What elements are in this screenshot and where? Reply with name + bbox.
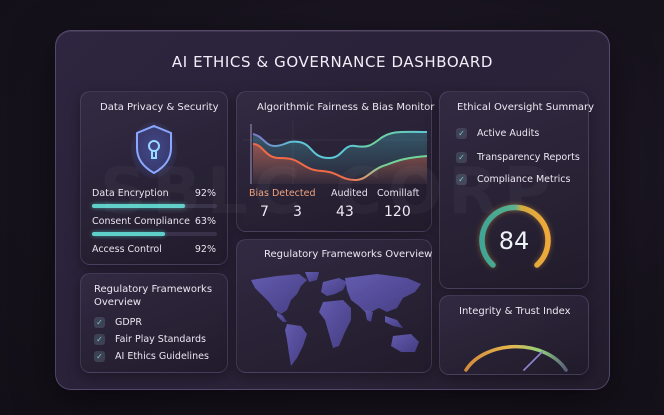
check-icon: ✓: [94, 334, 105, 345]
compliance-score: 84: [498, 227, 530, 255]
oversight-item-active-audits[interactable]: ✓ Active Audits: [456, 128, 539, 139]
card-title: Algorithmic Fairness & Bias Monitor: [257, 102, 435, 113]
item-label: GDPR: [115, 317, 143, 328]
stat-label-comillaft: Comillaft: [377, 188, 420, 199]
item-label: Compliance Metrics: [477, 174, 571, 185]
algorithmic-fairness-card: Algorithmic Fairness & Bias Monitor: [236, 91, 435, 232]
consent-compliance-bar: [92, 232, 217, 236]
card-title-line: Overview: [94, 297, 142, 308]
ethical-oversight-card: Ethical Oversight Summary ✓ Active Audit…: [439, 91, 594, 289]
integrity-trust-card: Integrity & Trust Index: [439, 295, 589, 375]
framework-item-gdpr[interactable]: ✓ GDPR: [94, 317, 142, 328]
bias-trend-chart: [243, 120, 429, 184]
bias-stats: Bias Detected 7 3 Audited 43 Comillaft 1…: [237, 188, 431, 228]
stat-value-bias-a: 7: [260, 204, 269, 220]
item-label: Transparency Reports: [477, 152, 580, 163]
trust-index-gauge: [464, 344, 568, 372]
check-icon: ✓: [456, 152, 467, 163]
page-title: AI ETHICS & GOVERNANCE DASHBOARD: [171, 53, 494, 71]
regulatory-frameworks-list-card: Regulatory Frameworks Overview ✓ GDPR ✓ …: [80, 273, 228, 373]
shield-keyhole-icon: [131, 122, 177, 178]
check-icon: ✓: [94, 351, 105, 362]
framework-item-ai-ethics[interactable]: ✓ AI Ethics Guidelines: [94, 351, 209, 362]
item-label: AI Ethics Guidelines: [115, 351, 209, 362]
card-title: Ethical Oversight Summary: [457, 102, 595, 113]
metric-value: 92%: [194, 244, 216, 255]
regulatory-map-card: Regulatory Frameworks Overview: [236, 239, 432, 373]
item-label: Active Audits: [477, 128, 540, 139]
check-icon: ✓: [456, 174, 467, 185]
metric-consent-compliance: Consent Compliance 63%: [92, 216, 216, 227]
stat-value-bias-b: 3: [293, 204, 302, 220]
metric-access-control: Access Control 92%: [92, 244, 216, 255]
card-title: Regulatory Frameworks Overview: [94, 283, 212, 309]
world-map[interactable]: [247, 270, 427, 370]
metric-label: Consent Compliance: [92, 216, 190, 227]
stat-value-comillaft: 120: [384, 204, 411, 220]
card-title: Data Privacy & Security: [100, 102, 219, 113]
oversight-item-compliance-metrics[interactable]: ✓ Compliance Metrics: [456, 174, 570, 185]
metric-label: Data Encryption: [92, 188, 169, 199]
dashboard-frame: AI ETHICS & GOVERNANCE DASHBOARD Data Pr…: [55, 30, 610, 390]
oversight-item-transparency-reports[interactable]: ✓ Transparency Reports: [456, 152, 580, 163]
card-title: Integrity & Trust Index: [459, 306, 571, 317]
stat-label-audited: Audited: [331, 188, 368, 199]
compliance-gauge: [479, 204, 551, 268]
metric-value: 92%: [194, 188, 216, 199]
data-privacy-card: Data Privacy & Security Data Encryption …: [80, 91, 228, 265]
metric-value: 63%: [194, 216, 216, 227]
card-title-line: Regulatory Frameworks: [94, 284, 213, 295]
card-title: Regulatory Frameworks Overview: [264, 249, 433, 260]
check-icon: ✓: [456, 128, 467, 139]
check-icon: ✓: [94, 317, 105, 328]
bar-fill: [92, 204, 185, 208]
item-label: Fair Play Standards: [115, 334, 206, 345]
stat-value-audited: 43: [336, 204, 354, 220]
bar-fill: [92, 232, 165, 236]
data-encryption-bar: [92, 204, 217, 208]
stat-label-bias-detected: Bias Detected: [249, 188, 316, 199]
framework-item-fair-play[interactable]: ✓ Fair Play Standards: [94, 334, 206, 345]
metric-data-encryption: Data Encryption 92%: [92, 188, 216, 199]
metric-label: Access Control: [92, 244, 162, 255]
